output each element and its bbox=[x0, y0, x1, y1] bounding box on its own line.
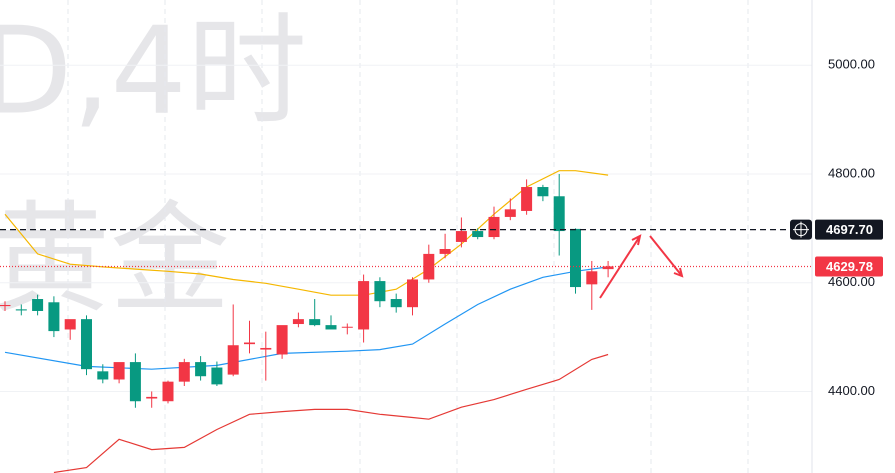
candle-body bbox=[390, 299, 402, 308]
candle-body bbox=[195, 362, 207, 377]
candle-body bbox=[439, 249, 451, 254]
candle-body bbox=[211, 367, 223, 385]
candle-body bbox=[472, 231, 484, 238]
candle-body bbox=[325, 325, 337, 330]
crosshair-icon bbox=[793, 221, 809, 238]
candle-body bbox=[521, 187, 533, 211]
candle-body bbox=[455, 231, 467, 242]
candle-body bbox=[586, 271, 598, 285]
candle-body bbox=[309, 319, 321, 326]
plot bbox=[0, 64, 812, 473]
candle-body bbox=[64, 319, 76, 330]
candle-body bbox=[537, 187, 549, 197]
candle-body bbox=[374, 281, 386, 302]
candle-body bbox=[407, 279, 418, 308]
candle-body bbox=[129, 362, 141, 402]
candle-body bbox=[162, 381, 174, 402]
candle-body bbox=[341, 326, 353, 328]
candle-body bbox=[227, 345, 239, 375]
candle-body bbox=[48, 302, 60, 332]
y-tick-label: 4400.00 bbox=[828, 383, 875, 398]
indicator-line bbox=[4, 266, 609, 370]
candle-body bbox=[423, 253, 435, 280]
candle-body bbox=[244, 342, 255, 345]
indicator-line bbox=[53, 353, 609, 473]
candle-body bbox=[570, 228, 581, 288]
candle-body bbox=[0, 305, 11, 307]
y-tick-label: 4600.00 bbox=[828, 274, 875, 289]
price-label-box bbox=[815, 219, 883, 240]
candle-body bbox=[276, 325, 288, 355]
candle-body bbox=[146, 396, 158, 399]
candle-body bbox=[32, 299, 44, 311]
watermark: D,4时 bbox=[0, 3, 307, 142]
candle-body bbox=[358, 281, 370, 330]
candle-body bbox=[553, 196, 565, 232]
arrow-annotation bbox=[599, 234, 684, 299]
candle-body bbox=[113, 362, 125, 380]
price-label: 4629.78 bbox=[826, 259, 873, 274]
candle-body bbox=[15, 309, 27, 311]
candle-body bbox=[97, 371, 109, 380]
price-label: 4697.70 bbox=[826, 222, 873, 237]
candle-body bbox=[292, 319, 304, 325]
candle-body bbox=[260, 347, 272, 350]
candle-body bbox=[602, 266, 614, 270]
candle-body bbox=[178, 362, 190, 382]
y-tick-label: 4800.00 bbox=[828, 165, 875, 180]
candle-body bbox=[504, 209, 516, 217]
y-tick-label: 5000.00 bbox=[828, 57, 875, 72]
candle-body bbox=[488, 216, 500, 238]
candle-body bbox=[81, 319, 92, 370]
price-label-box bbox=[815, 256, 883, 277]
